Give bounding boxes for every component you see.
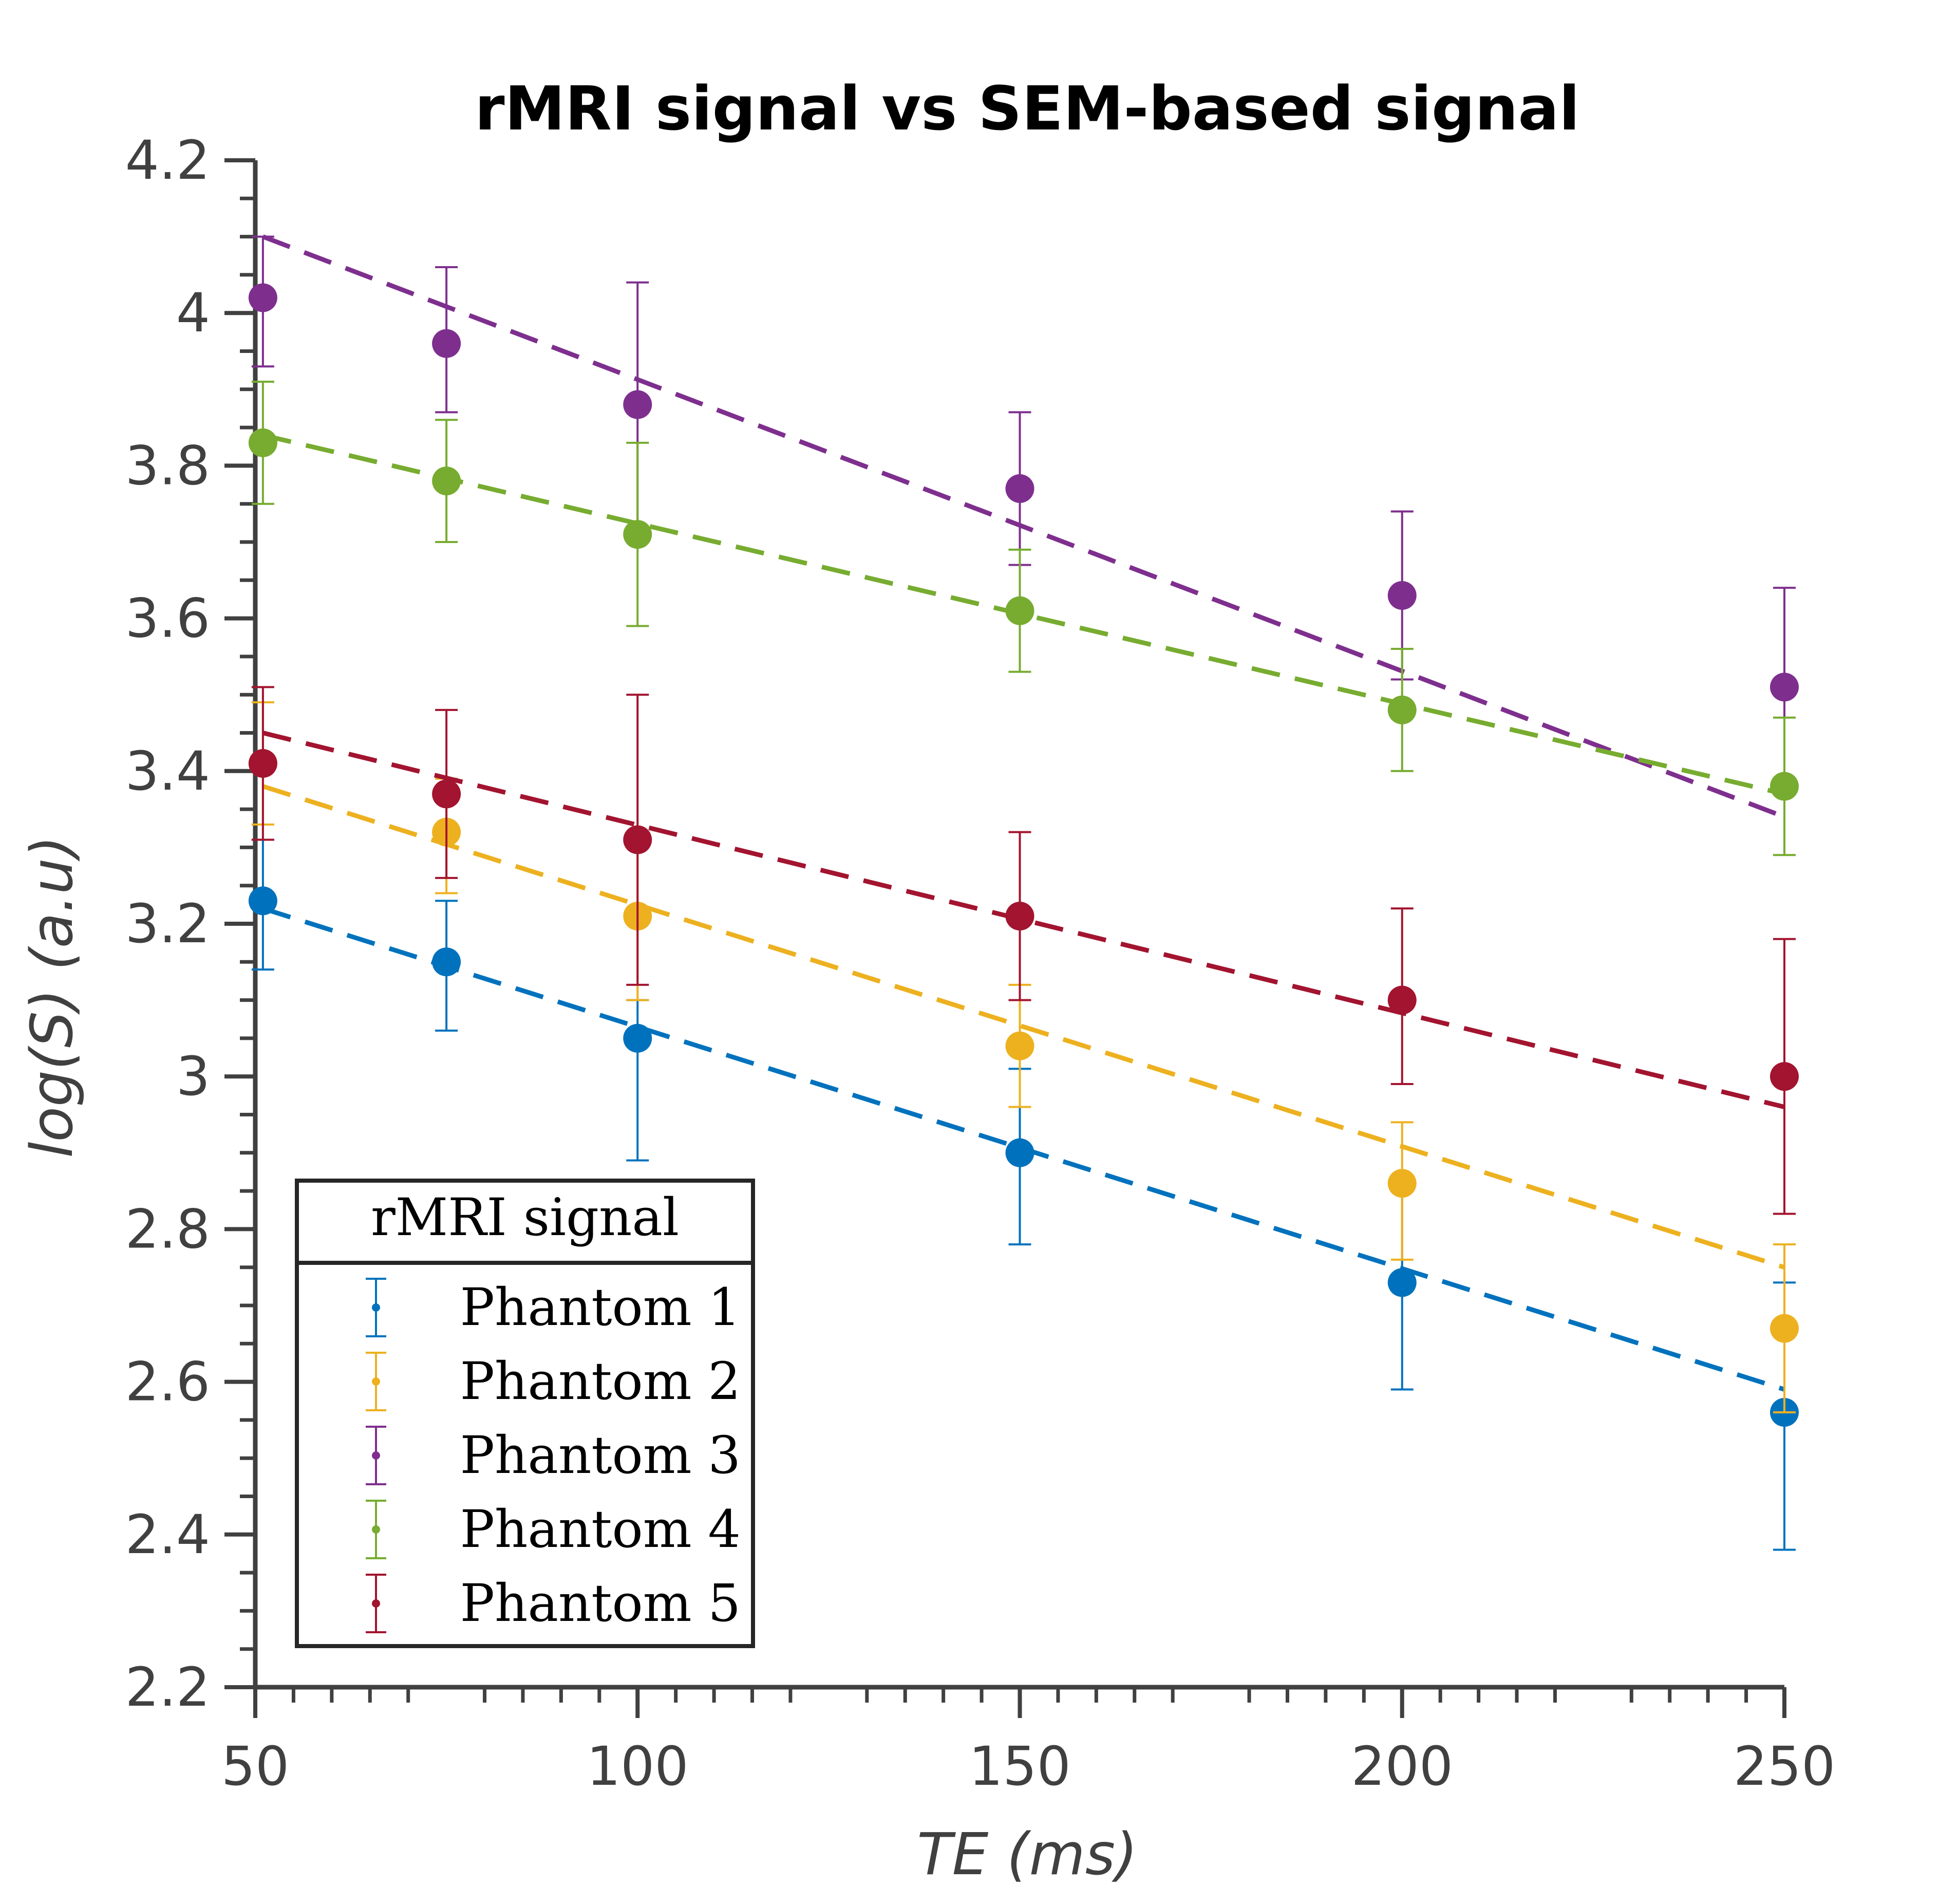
legend-item: Phantom 2 bbox=[366, 1351, 741, 1411]
fit-line bbox=[262, 234, 1785, 819]
data-point bbox=[1770, 772, 1799, 801]
y-tick-label: 2.8 bbox=[125, 1198, 210, 1260]
y-tick-label: 3.8 bbox=[125, 434, 210, 497]
x-tick-label: 150 bbox=[969, 1735, 1071, 1798]
legend-item: Phantom 5 bbox=[366, 1573, 741, 1633]
y-tick-label: 3.2 bbox=[125, 892, 210, 955]
data-point bbox=[1005, 902, 1034, 931]
legend-label: Phantom 3 bbox=[460, 1425, 741, 1485]
axes: 50 100 150 200 250 2.2 2.4 2.6 2.8 3 3.2 3.4 3.6 3.8 4… bbox=[125, 129, 1836, 1798]
legend-marker bbox=[372, 1451, 380, 1460]
data-point bbox=[623, 1023, 652, 1053]
y-tick-label: 2.2 bbox=[125, 1656, 210, 1719]
data-point bbox=[248, 283, 277, 312]
x-tick-label: 50 bbox=[221, 1735, 289, 1798]
legend-title-box bbox=[295, 1179, 755, 1265]
legend-item: Phantom 4 bbox=[366, 1499, 741, 1559]
x-tick-label: 250 bbox=[1734, 1735, 1836, 1798]
plot-area bbox=[248, 234, 1799, 1551]
legend-marker bbox=[372, 1377, 380, 1386]
legend-title: rMRI signal bbox=[371, 1187, 679, 1247]
data-point bbox=[1005, 1138, 1034, 1167]
x-tick-label: 200 bbox=[1351, 1735, 1453, 1798]
legend-items: Phantom 1 Phantom 2 Phantom 3 Phantom 4 Phan… bbox=[366, 1277, 741, 1633]
legend-label: Phantom 4 bbox=[460, 1499, 741, 1559]
data-point bbox=[1770, 1062, 1799, 1091]
data-point bbox=[1387, 1268, 1417, 1297]
legend-marker bbox=[372, 1599, 380, 1608]
chart-title: rMRI signal vs SEM-based signal bbox=[475, 73, 1579, 144]
series-phantom-4 bbox=[248, 380, 1799, 856]
series-phantom-5 bbox=[248, 686, 1799, 1215]
series-phantom-3 bbox=[248, 234, 1799, 819]
data-point bbox=[1770, 1314, 1799, 1343]
data-point bbox=[432, 329, 461, 358]
legend-marker bbox=[372, 1525, 380, 1534]
data-point bbox=[1770, 673, 1799, 702]
data-point bbox=[432, 947, 461, 977]
data-point bbox=[1387, 1169, 1417, 1198]
legend-label: Phantom 1 bbox=[460, 1277, 741, 1337]
data-point bbox=[248, 886, 277, 916]
y-tick-label: 2.4 bbox=[125, 1503, 210, 1566]
data-point bbox=[1005, 596, 1034, 625]
y-tick-label: 2.6 bbox=[125, 1351, 210, 1413]
data-point bbox=[623, 520, 652, 549]
data-point bbox=[1005, 474, 1034, 503]
data-point bbox=[248, 428, 277, 457]
y-tick-label: 4.2 bbox=[125, 129, 210, 192]
fit-line bbox=[262, 433, 1785, 796]
fit-line bbox=[262, 784, 1785, 1270]
data-point bbox=[1387, 985, 1417, 1015]
legend-item: Phantom 1 bbox=[366, 1277, 741, 1337]
y-tick-label: 3.6 bbox=[125, 587, 210, 650]
y-tick-label: 4 bbox=[176, 282, 210, 344]
data-point bbox=[1387, 695, 1417, 724]
data-point bbox=[623, 825, 652, 854]
data-point bbox=[623, 390, 652, 419]
y-tick-label: 3 bbox=[176, 1045, 210, 1108]
y-axis-label: log(S) (a.u) bbox=[19, 835, 86, 1158]
legend-item: Phantom 3 bbox=[366, 1425, 741, 1485]
legend-marker bbox=[372, 1303, 380, 1312]
legend-label: Phantom 2 bbox=[460, 1351, 741, 1411]
data-point bbox=[1005, 1031, 1034, 1060]
fit-line bbox=[262, 731, 1785, 1110]
data-point bbox=[432, 779, 461, 809]
y-tick-label: 3.4 bbox=[125, 740, 210, 802]
data-point bbox=[432, 466, 461, 496]
x-tick-label: 100 bbox=[587, 1735, 689, 1798]
data-point bbox=[248, 749, 277, 778]
legend-label: Phantom 5 bbox=[460, 1573, 741, 1633]
x-axis-label: TE (ms) bbox=[917, 1821, 1138, 1888]
data-point bbox=[1387, 581, 1417, 610]
